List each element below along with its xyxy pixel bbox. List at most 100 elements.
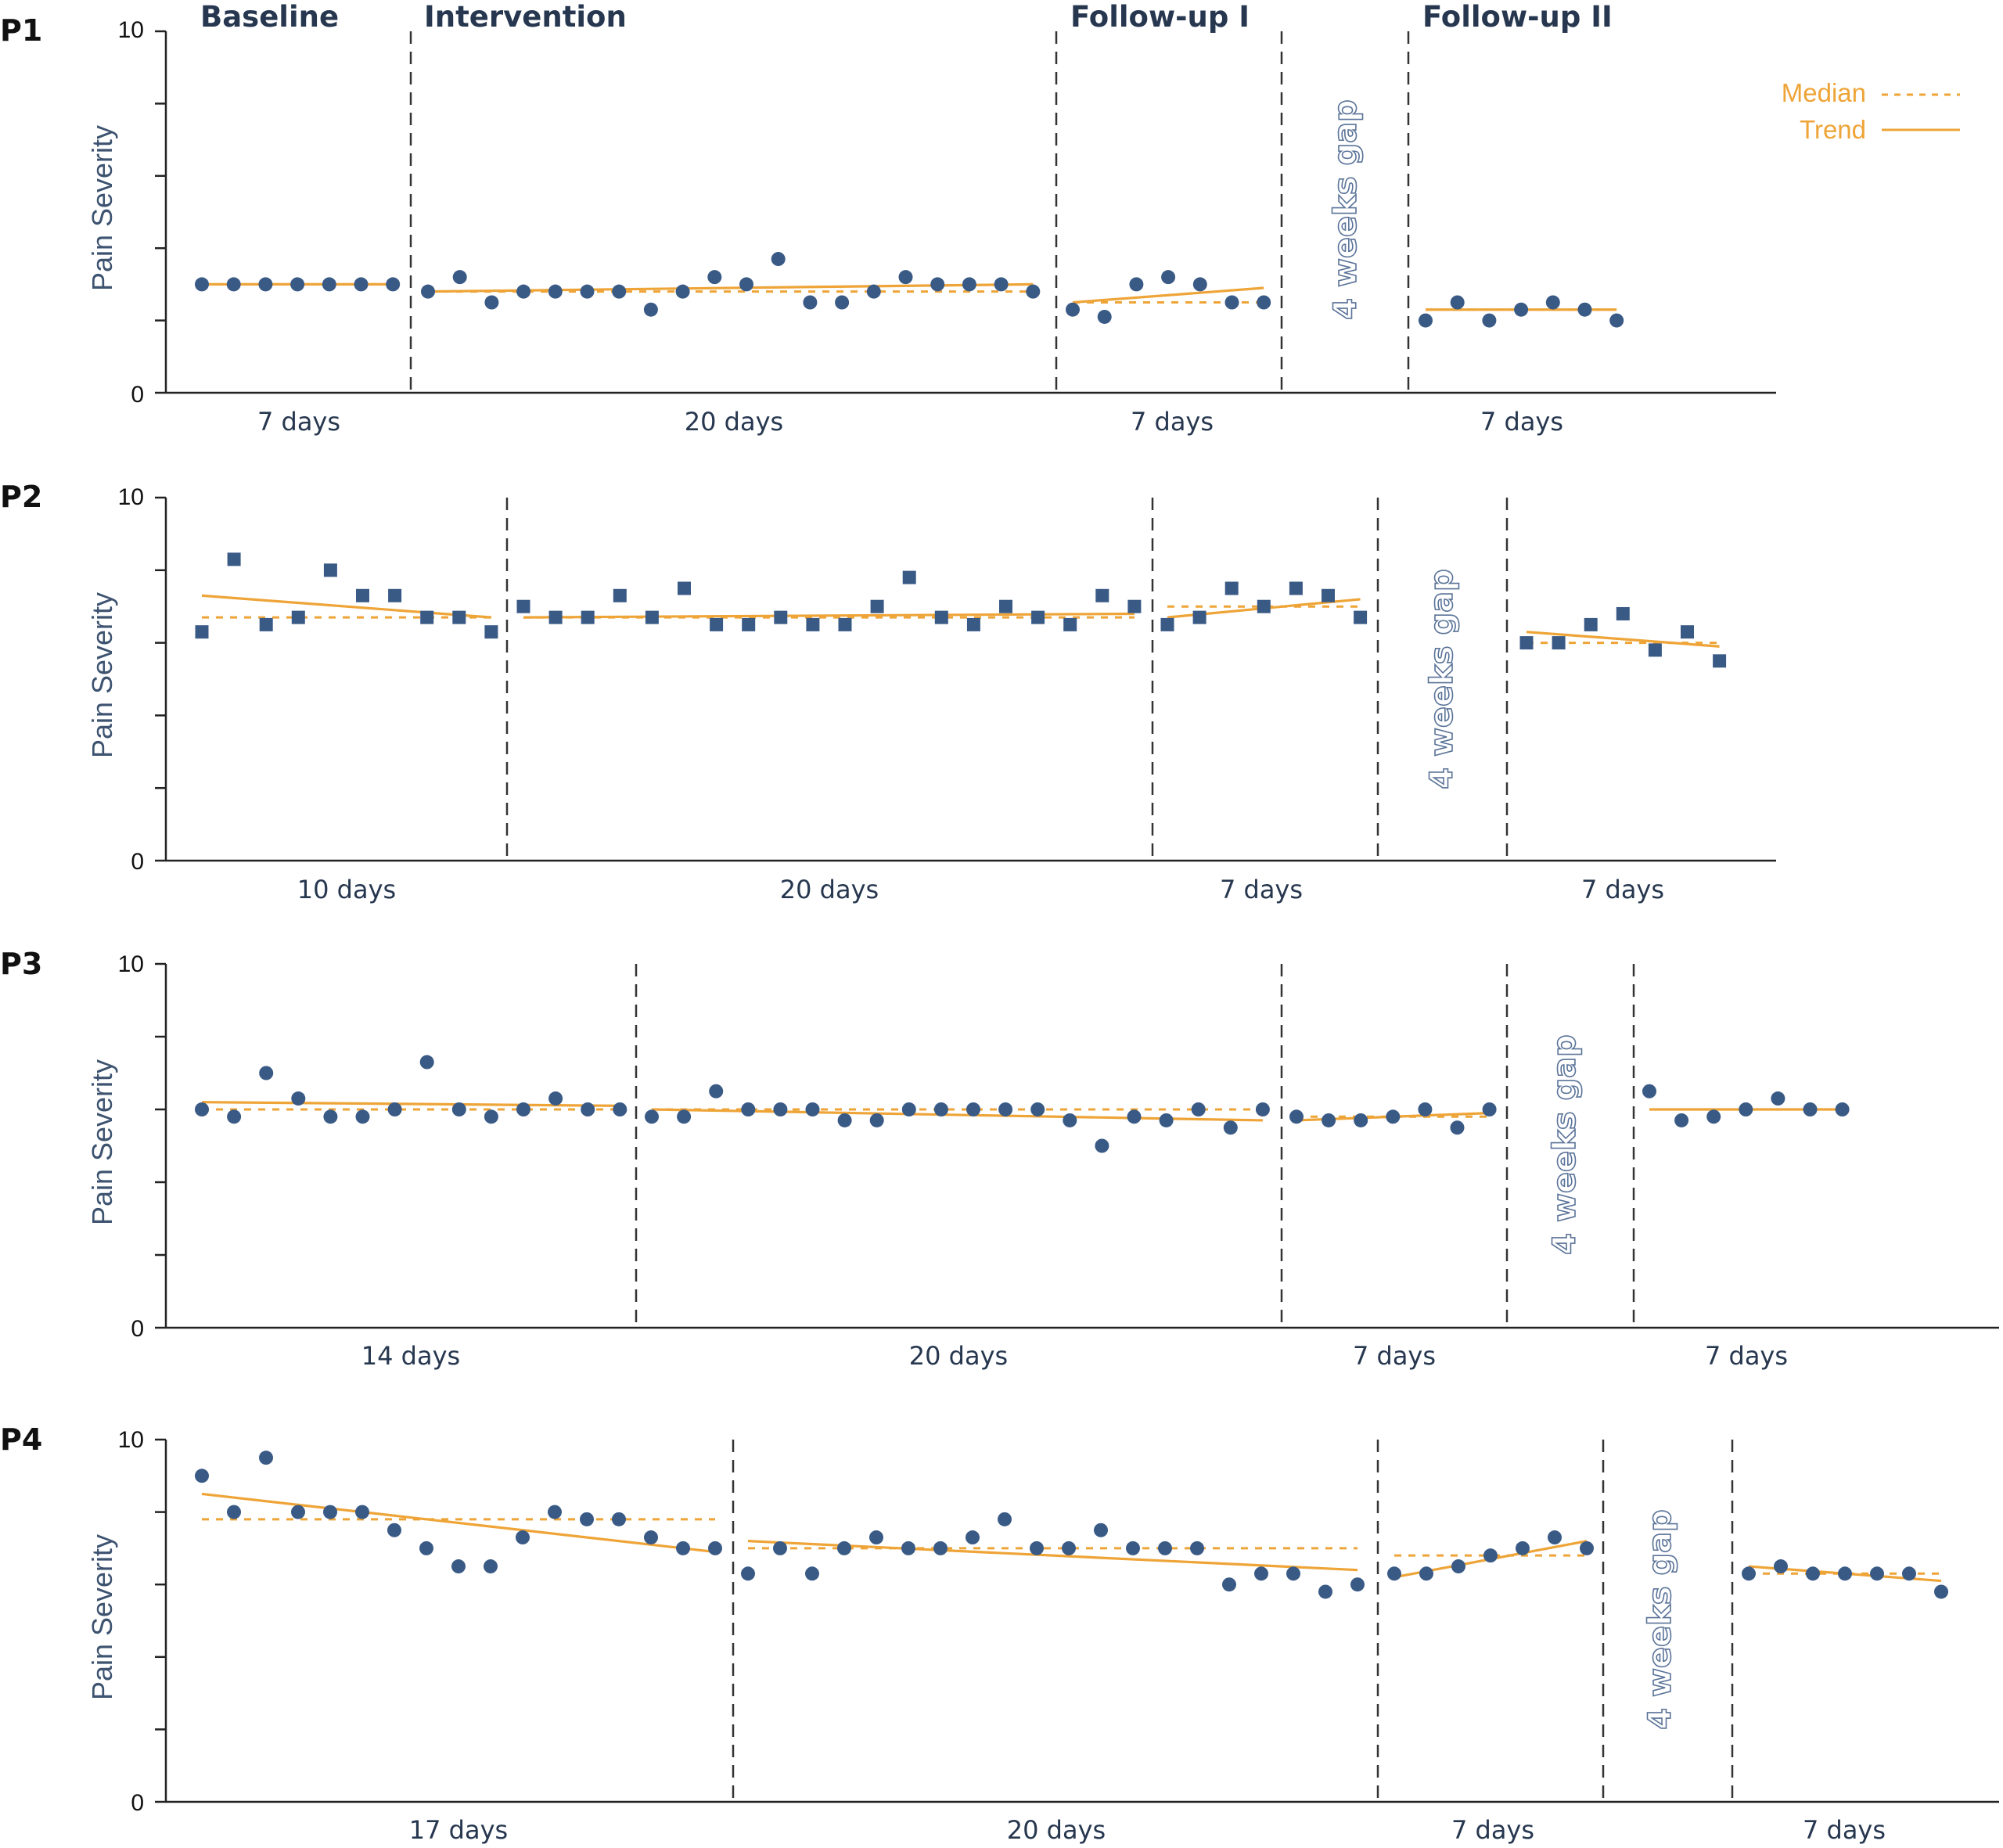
data-point-intervention [1063,617,1077,631]
data-point-intervention [805,1566,819,1581]
data-point-intervention [869,1530,883,1545]
legend: Median Trend [1782,78,1960,144]
data-point-follow-up-i [1322,588,1335,602]
data-point-baseline [484,625,498,639]
data-point-baseline [708,1541,722,1555]
panel-p3: P3 Pain Severity 10 0 14 days 20 days 7 … [0,947,1999,1371]
data-point-intervention [838,617,852,631]
duration-label-follow-up-2: 7 days [1803,1815,1886,1845]
data-point-baseline [356,588,369,602]
data-point-intervention [803,295,818,310]
data-point-baseline [644,1530,658,1545]
data-point-intervention [452,270,467,285]
data-point-intervention [710,617,724,631]
data-point-follow-up-ii [1934,1584,1948,1599]
data-point-follow-up-ii [1838,1566,1852,1581]
duration-label-intervention: 20 days [1007,1815,1106,1845]
data-point-intervention [1190,1541,1204,1555]
data-point-follow-up-i [1450,1120,1465,1135]
data-point-intervention [1030,1102,1045,1116]
data-point-follow-up-i [1419,1566,1433,1581]
data-point-intervention [580,284,595,299]
data-point-intervention [675,284,690,299]
data-point-follow-up-ii [1870,1566,1884,1581]
legend-median-label: Median [1782,78,1866,107]
data-point-baseline [354,277,369,292]
data-point-follow-up-i [1192,610,1206,624]
y-tick-label-min: 0 [131,1790,144,1816]
data-point-baseline [259,617,273,631]
data-point-follow-up-ii [1552,636,1566,650]
data-point-follow-up-ii [1584,617,1598,631]
data-point-baseline [226,277,241,292]
data-point-baseline [613,1102,628,1116]
data-point-intervention [1158,1541,1172,1555]
phase-heading-baseline: Baseline [200,0,339,34]
data-point-follow-up-i [1066,302,1080,317]
data-point-follow-up-i [1289,581,1303,595]
data-point-intervention [966,1530,980,1545]
gap-label: 4 weeks gap [1328,99,1364,320]
data-point-follow-up-ii [1739,1102,1753,1116]
data-point-baseline [323,1505,337,1519]
data-point-baseline [355,1109,370,1124]
data-point-intervention [645,610,659,624]
data-point-intervention [1159,1113,1174,1127]
data-point-intervention [966,617,980,631]
data-point-follow-up-ii [1742,1566,1756,1581]
data-point-intervention [866,284,881,299]
data-point-baseline [258,277,273,292]
duration-label-baseline: 10 days [297,875,396,904]
data-point-follow-up-i [1160,617,1174,631]
plot-area [155,962,1999,1329]
data-point-intervention [677,1109,692,1124]
data-point-baseline [291,1091,306,1106]
data-point-follow-up-ii [1482,313,1497,328]
y-axis-label: Pain Severity [86,1059,118,1225]
data-point-intervention [901,1541,915,1555]
data-point-follow-up-i [1257,295,1271,310]
y-tick-label-min: 0 [131,849,144,875]
trend-line-follow-up-ii [1526,631,1720,648]
data-point-follow-up-i [1224,581,1239,595]
duration-label-follow-up-2: 7 days [1705,1341,1788,1371]
data-point-follow-up-ii [1514,302,1529,317]
data-point-intervention [645,1109,659,1124]
data-point-follow-up-i [1516,1541,1530,1555]
data-point-intervention [898,270,913,285]
trend-line-follow-up-i [1072,286,1264,304]
data-point-follow-up-ii [1681,625,1694,639]
data-point-follow-up-ii [1774,1559,1788,1574]
phase-heading-intervention: Intervention [424,0,627,34]
duration-label-follow-up-2: 7 days [1480,407,1563,437]
data-point-intervention [1026,284,1041,299]
data-point-follow-up-ii [1835,1102,1850,1116]
data-point-follow-up-i [1322,1113,1336,1127]
y-axis-label: Pain Severity [86,125,118,291]
duration-label-follow-up-1: 7 days [1353,1341,1436,1371]
data-point-follow-up-i [1257,599,1271,613]
panel-label: P1 [0,13,42,48]
duration-label-follow-up-2: 7 days [1581,875,1664,904]
duration-label-baseline: 14 days [361,1341,460,1371]
duration-label-follow-up-1: 7 days [1451,1815,1534,1845]
data-point-baseline [387,1102,402,1116]
data-point-intervention [1063,1113,1077,1127]
data-point-baseline [227,1109,242,1124]
data-point-follow-up-i [1482,1102,1497,1116]
gap-label: 4 weeks gap [1424,569,1460,789]
data-point-follow-up-i [1161,270,1176,285]
y-tick-label-max: 10 [118,484,144,510]
data-point-baseline [676,1541,690,1555]
data-point-baseline [516,1530,530,1545]
data-point-intervention [1095,1138,1109,1153]
data-point-intervention [930,277,945,292]
data-point-intervention [1255,1102,1270,1116]
y-tick-label-max: 10 [118,17,144,43]
data-point-intervention [999,599,1012,613]
phase-headings: Baseline Intervention Follow-up I Follow… [200,0,1613,34]
data-point-intervention [933,1102,948,1116]
duration-label-intervention: 20 days [909,1341,1008,1371]
data-point-baseline [386,277,401,292]
